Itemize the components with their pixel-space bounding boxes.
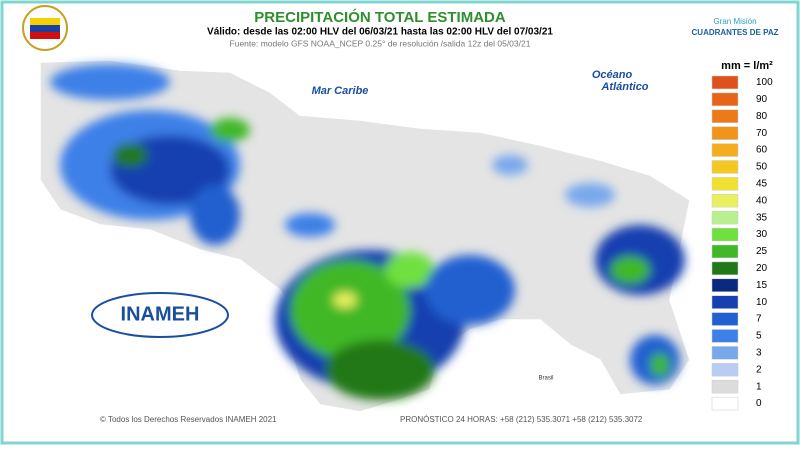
legend-swatch bbox=[711, 363, 739, 377]
legend-swatch bbox=[711, 194, 739, 208]
legend-label: 40 bbox=[756, 195, 768, 206]
legend-label: 1 bbox=[756, 381, 762, 392]
legend-swatch bbox=[711, 346, 739, 360]
subtitle: Válido: desde las 02:00 HLV del 06/03/21… bbox=[207, 27, 553, 38]
legend-label: 20 bbox=[756, 263, 768, 274]
legend-label: 50 bbox=[756, 162, 768, 173]
phone: PRONÓSTICO 24 HORAS: +58 (212) 535.3071 … bbox=[400, 415, 643, 424]
partner-line1: Gran Misión bbox=[713, 17, 756, 26]
legend-swatch bbox=[711, 75, 739, 90]
legend-swatch bbox=[711, 126, 739, 140]
legend-label: 60 bbox=[756, 145, 768, 156]
legend-swatch bbox=[711, 109, 739, 123]
legend-swatch bbox=[711, 329, 739, 343]
legend-swatch bbox=[711, 244, 739, 259]
legend-swatch bbox=[711, 295, 739, 309]
legend-swatch bbox=[711, 312, 739, 326]
legend-swatch bbox=[711, 210, 739, 225]
legend-swatch bbox=[711, 278, 739, 292]
legend-swatch bbox=[711, 177, 739, 191]
legend-label: 5 bbox=[756, 331, 762, 342]
legend-label: 15 bbox=[756, 280, 768, 291]
map-label: Mar Caribe bbox=[312, 85, 369, 97]
precip-fields bbox=[50, 64, 685, 400]
copyright: © Todos los Derechos Reservados INAMEH 2… bbox=[100, 415, 277, 424]
legend-label: 90 bbox=[756, 94, 768, 105]
legend-swatch bbox=[711, 143, 739, 157]
partner-logo: Gran Misión CUADRANTES DE PAZ bbox=[692, 17, 779, 37]
map-label: Océano bbox=[592, 69, 633, 81]
legend-label: 70 bbox=[756, 128, 768, 139]
legend-title: mm = l/m² bbox=[721, 60, 773, 72]
legend-swatch bbox=[711, 379, 739, 394]
legend-swatch bbox=[711, 92, 739, 107]
legend-swatch bbox=[711, 396, 739, 411]
legend-label: 35 bbox=[756, 212, 768, 223]
source: Fuente: modelo GFS NOAA_NCEP 0.25° de re… bbox=[230, 38, 531, 48]
left-badge bbox=[22, 5, 68, 51]
brand-logo: INAMEH bbox=[91, 292, 229, 338]
legend-label: 30 bbox=[756, 229, 768, 240]
legend-label: 10 bbox=[756, 297, 768, 308]
map-label: Brasil bbox=[538, 376, 553, 382]
partner-line2: CUADRANTES DE PAZ bbox=[692, 28, 779, 37]
legend-label: 100 bbox=[756, 77, 773, 88]
legend-label: 3 bbox=[756, 347, 762, 358]
legend-swatch bbox=[711, 261, 739, 276]
map: Mar Caribe Océano Atlántico Brasil bbox=[39, 55, 700, 413]
legend-label: 45 bbox=[756, 178, 768, 189]
map-label: Atlántico bbox=[600, 81, 648, 93]
brand: INAMEH bbox=[121, 303, 200, 325]
legend-label: 7 bbox=[756, 314, 762, 325]
legend-swatch bbox=[711, 160, 739, 174]
legend-label: 0 bbox=[756, 398, 762, 409]
title: PRECIPITACIÓN TOTAL ESTIMADA bbox=[254, 8, 506, 26]
legend-label: 25 bbox=[756, 246, 768, 257]
legend-swatch bbox=[711, 227, 739, 242]
legend-label: 80 bbox=[756, 111, 768, 122]
legend-label: 2 bbox=[756, 364, 762, 375]
